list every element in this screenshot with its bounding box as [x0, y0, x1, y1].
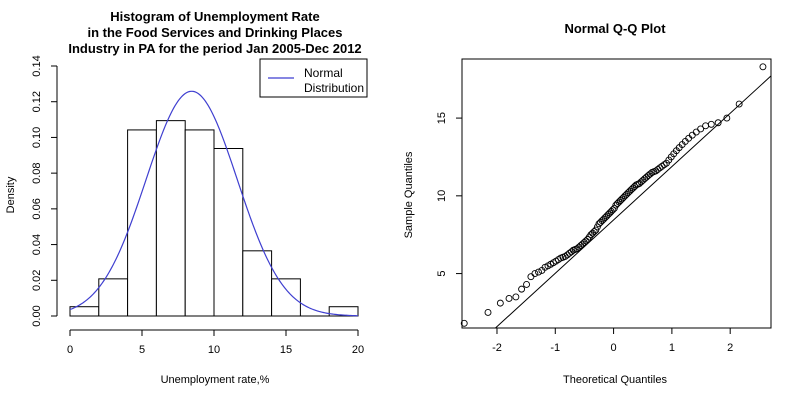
qq-x-tick-label: 1 — [669, 342, 675, 354]
qq-y-axis: 5 10 15 — [436, 112, 462, 277]
histogram-y-tick-label: 0.08 — [31, 162, 43, 183]
histogram-bar — [155, 120, 186, 317]
qq-point — [531, 270, 539, 278]
qq-reference-line — [495, 75, 772, 329]
qq-point — [518, 285, 526, 293]
qq-x-tick-label: 0 — [611, 342, 617, 354]
qq-point — [735, 100, 743, 108]
histogram-legend: Normal Distribution — [259, 58, 368, 98]
qq-point — [460, 319, 468, 327]
qq-point — [646, 170, 654, 178]
histogram-bar — [213, 148, 244, 317]
qq-point — [702, 122, 710, 130]
qq-point — [692, 128, 700, 136]
histogram-title-line-3: Industry in PA for the period Jan 2005-D… — [68, 41, 361, 56]
qq-point — [688, 131, 696, 139]
qq-point — [590, 228, 598, 236]
qq-point — [505, 295, 513, 302]
legend-label-line-1: Normal — [304, 66, 343, 80]
histogram-bar — [127, 129, 157, 317]
qq-x-tick-label: -1 — [550, 342, 560, 354]
histogram-x-axis: 0 5 10 15 20 — [67, 329, 364, 356]
qq-x-tick-label: -2 — [492, 342, 502, 354]
histogram-title-line-2: in the Food Services and Drinking Places — [87, 25, 342, 40]
histogram-x-tick-label: 5 — [139, 344, 145, 356]
histogram-title-line-1: Histogram of Unemployment Rate — [110, 9, 319, 24]
qq-point — [527, 273, 535, 281]
histogram-y-tick-label: 0.06 — [31, 198, 43, 219]
histogram-x-tick-label: 20 — [352, 344, 364, 356]
histogram-x-tick-label: 10 — [208, 344, 220, 356]
qq-point — [759, 63, 767, 71]
qq-point — [714, 119, 722, 127]
qq-point — [697, 125, 705, 133]
qq-plot-title: Normal Q-Q Plot — [564, 21, 666, 36]
qq-point — [484, 309, 492, 316]
histogram-y-tick-label: 0.04 — [31, 234, 43, 255]
histogram-bars — [69, 120, 359, 317]
qq-point — [707, 120, 715, 128]
histogram-x-tick-label: 15 — [280, 344, 292, 356]
qq-point — [496, 299, 504, 307]
qq-point — [609, 206, 617, 214]
histogram-y-tick-label: 0.10 — [31, 127, 43, 148]
histogram-x-axis-label: Unemployment rate,% — [161, 374, 270, 386]
histogram-panel: Histogram of Unemployment Rate in the Fo… — [5, 9, 368, 386]
legend-label-line-2: Distribution — [304, 81, 364, 95]
histogram-y-tick-label: 0.14 — [31, 55, 43, 76]
qq-point — [582, 237, 590, 245]
qq-x-axis-label: Theoretical Quantiles — [563, 374, 667, 386]
qq-point — [723, 114, 731, 122]
qq-plot-frame — [461, 58, 772, 329]
histogram-y-tick-label: 0.12 — [31, 91, 43, 112]
qq-y-tick-label: 5 — [436, 271, 448, 277]
qq-y-axis-label: Sample Quantiles — [403, 151, 415, 238]
histogram-y-axis-label: Density — [5, 176, 17, 213]
qq-point — [512, 293, 520, 301]
qq-point — [535, 268, 542, 276]
qq-point — [652, 167, 660, 175]
histogram-bar — [98, 278, 129, 317]
qq-x-tick-label: 2 — [727, 342, 733, 354]
histogram-y-axis: 0.00 0.02 0.04 0.06 0.08 0.10 0.12 0.14 — [31, 55, 58, 327]
histogram-y-tick-label: 0.00 — [31, 305, 43, 326]
histogram-bar — [242, 250, 273, 317]
qq-y-tick-label: 10 — [436, 190, 448, 202]
qq-point — [567, 248, 575, 256]
histogram-y-tick-label: 0.02 — [31, 270, 43, 291]
histogram-bar — [184, 129, 215, 317]
histogram-bar — [271, 278, 301, 317]
qq-x-axis: -2 -1 0 1 2 — [492, 328, 733, 354]
qq-y-tick-label: 15 — [436, 112, 448, 124]
normal-distribution-curve — [69, 90, 359, 317]
qq-plot-panel: Normal Q-Q Plot -2 -1 0 1 2 5 10 15 Theoretica… — [403, 21, 772, 386]
qq-points — [460, 63, 767, 327]
qq-point — [523, 281, 530, 288]
histogram-x-tick-label: 0 — [67, 344, 73, 356]
